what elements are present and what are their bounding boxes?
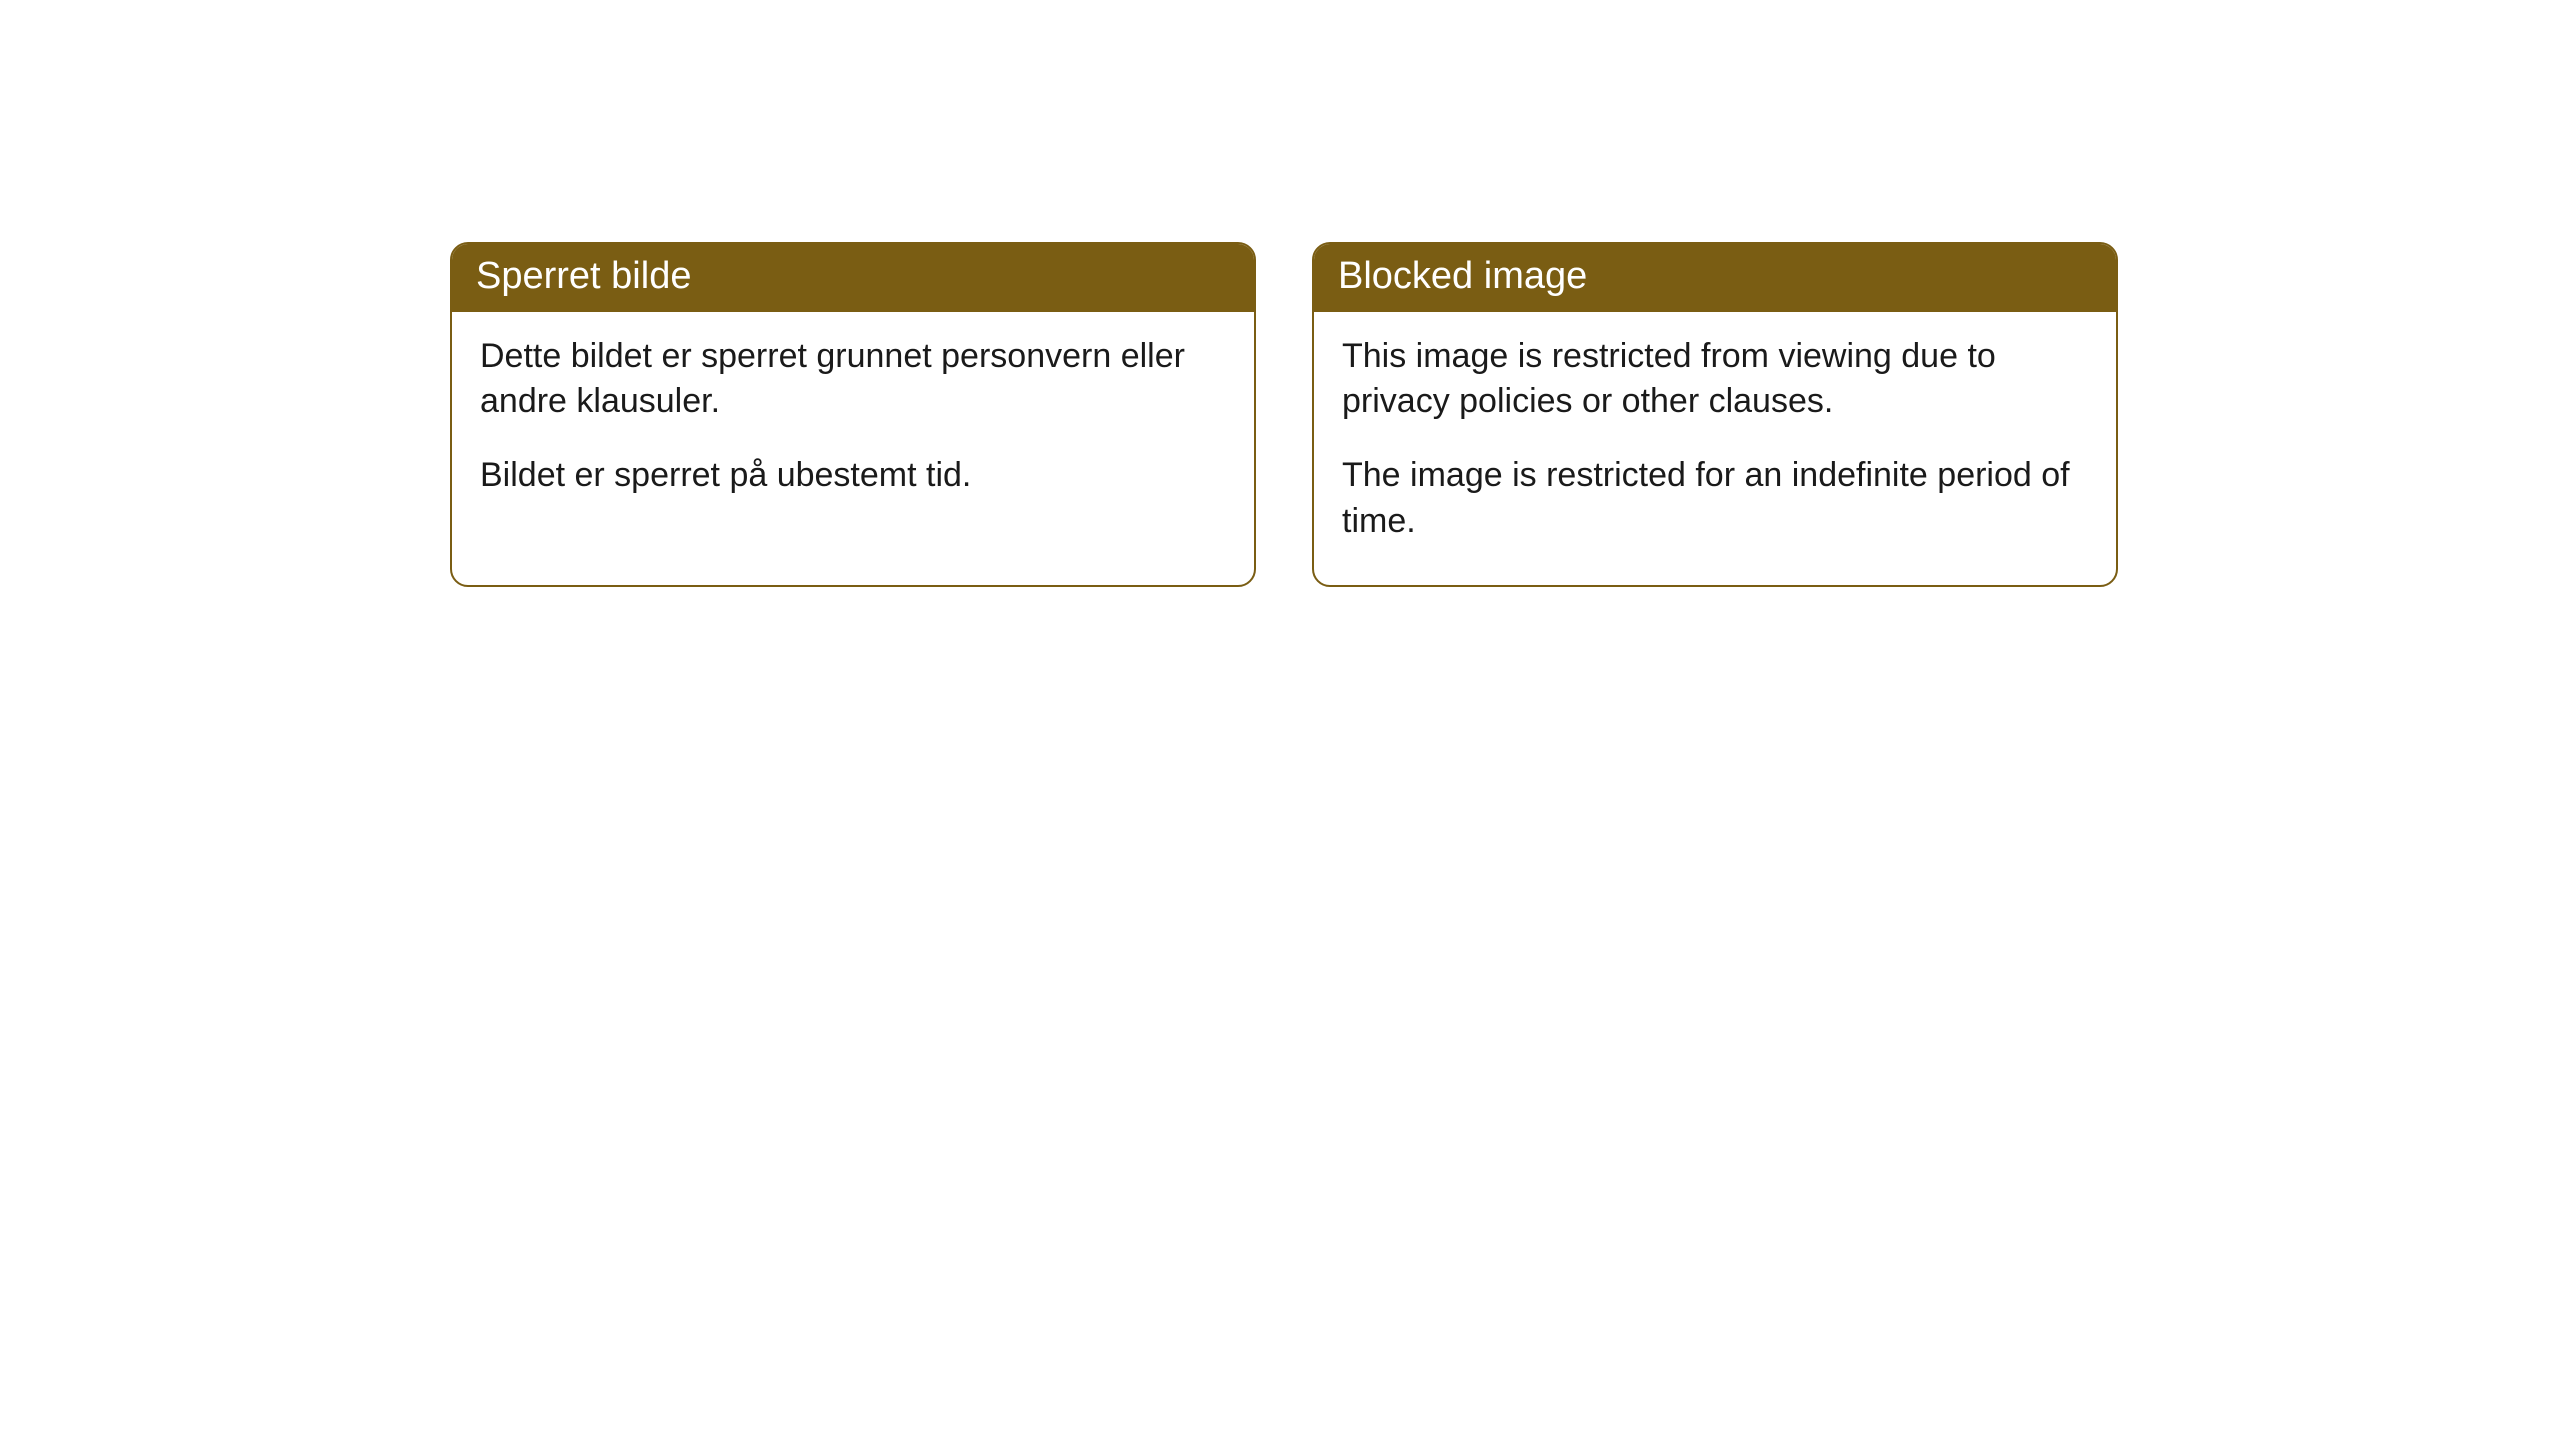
card-body-english: This image is restricted from viewing du… bbox=[1314, 312, 2116, 586]
card-body-norwegian: Dette bildet er sperret grunnet personve… bbox=[452, 312, 1254, 540]
card-english: Blocked image This image is restricted f… bbox=[1312, 242, 2118, 587]
card-header-norwegian: Sperret bilde bbox=[452, 244, 1254, 312]
card-paragraph-2-english: The image is restricted for an indefinit… bbox=[1342, 453, 2088, 545]
card-norwegian: Sperret bilde Dette bildet er sperret gr… bbox=[450, 242, 1256, 587]
cards-container: Sperret bilde Dette bildet er sperret gr… bbox=[450, 242, 2118, 587]
card-paragraph-2-norwegian: Bildet er sperret på ubestemt tid. bbox=[480, 453, 1226, 499]
card-paragraph-1-norwegian: Dette bildet er sperret grunnet personve… bbox=[480, 334, 1226, 426]
card-paragraph-1-english: This image is restricted from viewing du… bbox=[1342, 334, 2088, 426]
card-header-english: Blocked image bbox=[1314, 244, 2116, 312]
